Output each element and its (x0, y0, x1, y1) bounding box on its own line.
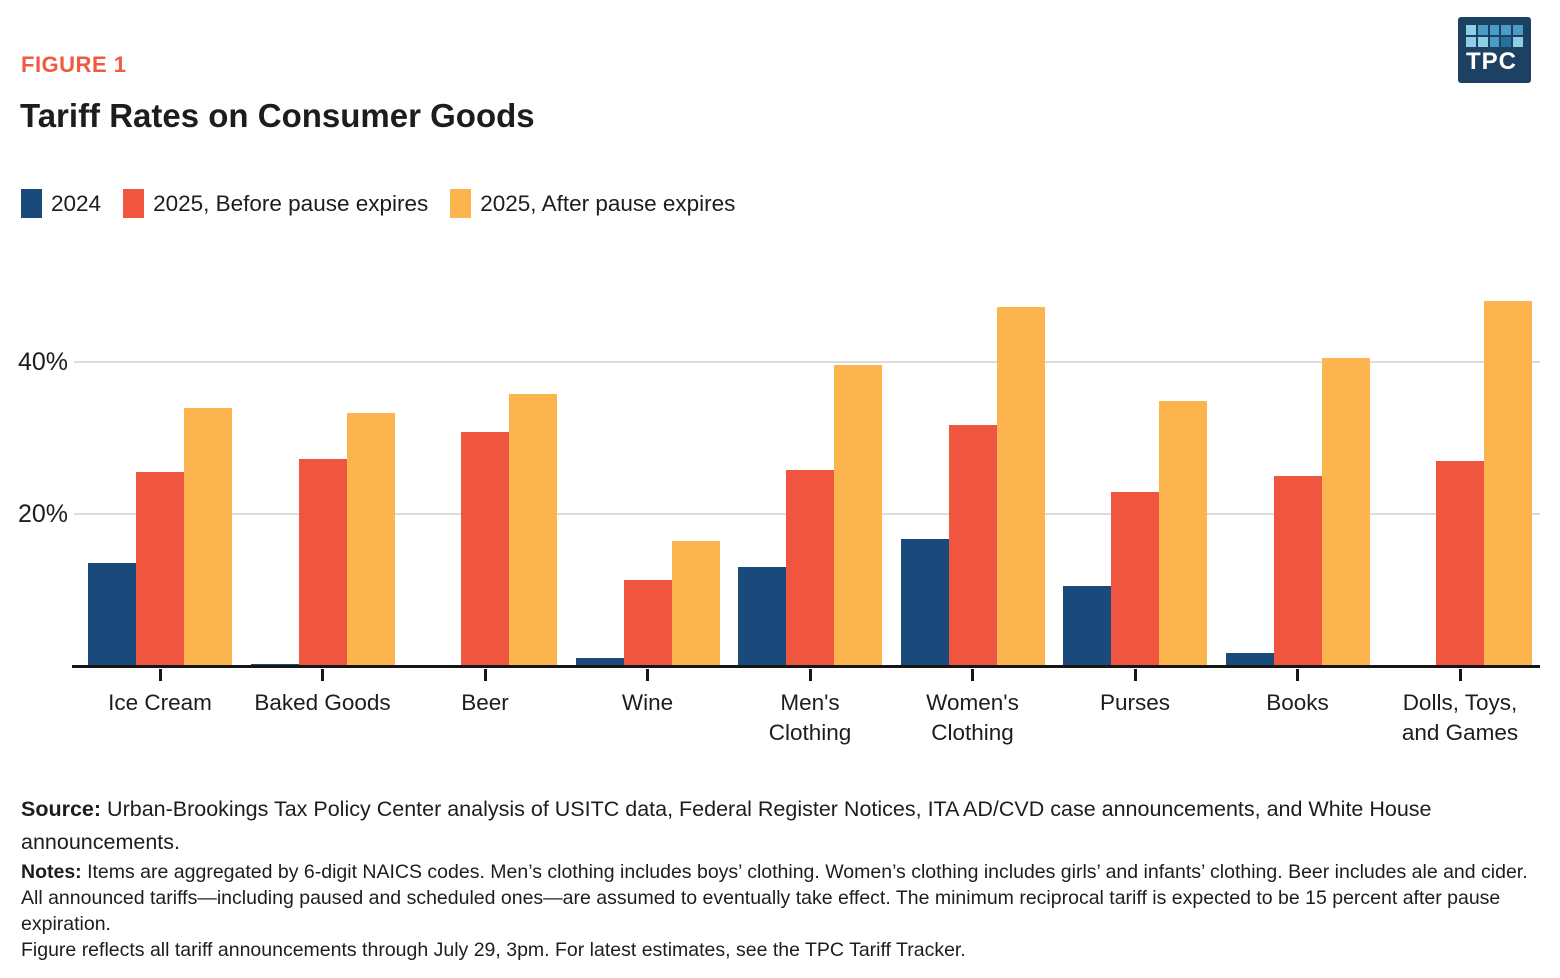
x-axis-label-dolls-toys-and-games: Dolls, Toys, and Games (1370, 688, 1550, 748)
y-axis-label-40: 40% (17, 348, 68, 376)
figure-note: Figure reflects all tariff announcements… (21, 939, 966, 961)
bar-baked-goods-2025-after-pause-expires (346, 412, 395, 666)
x-axis-label-line: Men's (780, 690, 840, 715)
legend-label-2025-before: 2025, Before pause expires (153, 190, 429, 216)
bar-dolls-toys-and-games-2025-after-pause-expires (1484, 301, 1532, 666)
x-tick-beer (483, 669, 487, 681)
x-tick-wine (646, 669, 649, 681)
bar-purses-2025-before-pause-expires (1111, 491, 1159, 666)
tpc-logo-square (1513, 37, 1523, 47)
bar-purses-2025-after-pause-expires (1159, 400, 1207, 666)
x-axis-label-line: Clothing (931, 720, 1014, 745)
legend-swatch-2024 (21, 189, 42, 218)
x-tick-men-s-clothing (808, 669, 812, 681)
gridline-40 (74, 361, 1540, 363)
legend-item-2025-after: 2025, After pause expires (450, 189, 735, 218)
notes-body: Items are aggregated by 6-digit NAICS co… (21, 861, 1528, 935)
source-text: Urban-Brookings Tax Policy Center analys… (21, 797, 1432, 854)
chart-legend: 2024 2025, Before pause expires 2025, Af… (21, 189, 735, 218)
legend-item-2025-before: 2025, Before pause expires (123, 189, 428, 218)
bar-wine-2025-after-pause-expires (671, 541, 720, 666)
tpc-logo-square (1501, 25, 1512, 35)
x-axis-label-women-s-clothing: Women's Clothing (883, 688, 1063, 748)
tpc-logo: TPC (1458, 17, 1531, 83)
bar-baked-goods-2025-before-pause-expires (298, 458, 347, 666)
plot-area: 20% 40% Ice Cream Baked Goods Beer Wine Men's C… (0, 270, 1560, 760)
source-note: Source: Urban-Brookings Tax Policy Cente… (21, 793, 1541, 859)
bar-ice-cream-2024 (88, 563, 136, 666)
notes-label: Notes: (21, 861, 82, 883)
x-tick-baked-goods (321, 669, 324, 681)
x-tick-books (1296, 669, 1299, 681)
x-tick-women-s-clothing (971, 669, 974, 681)
x-axis-label-line: Purses (1099, 690, 1171, 715)
x-axis-label-wine: Wine (558, 688, 738, 718)
x-axis-label-beer: Beer (395, 688, 575, 718)
x-axis-label-baked-goods: Baked Goods (233, 688, 413, 718)
page-title: Tariff Rates on Consumer Goods (20, 97, 535, 134)
bar-ice-cream-2025-before-pause-expires (136, 472, 184, 666)
y-axis-label-20: 20% (17, 500, 68, 528)
bar-women-s-clothing-2025-before-pause-expires (948, 425, 997, 666)
x-axis-label-books: Books (1208, 688, 1388, 718)
notes-text: Notes: Items are aggregated by 6-digit N… (21, 859, 1537, 937)
tpc-logo-square (1477, 37, 1488, 47)
x-axis-label-line: Books (1266, 690, 1329, 715)
x-axis-label-line: Ice Cream (108, 690, 212, 715)
bar-ice-cream-2025-after-pause-expires (184, 407, 232, 666)
x-axis-label-line: Clothing (768, 720, 852, 745)
legend-swatch-2025-before (123, 189, 145, 218)
bar-beer-2025-before-pause-expires (461, 431, 509, 666)
legend-swatch-2025-after (450, 189, 472, 218)
x-axis-label-ice-cream: Ice Cream (70, 688, 250, 718)
tpc-logo-square (1513, 25, 1523, 35)
bar-men-s-clothing-2025-after-pause-expires (834, 365, 882, 666)
x-axis-label-line: Dolls, Toys, (1402, 690, 1518, 715)
bar-men-s-clothing-2025-before-pause-expires (786, 469, 834, 666)
bar-books-2025-before-pause-expires (1273, 476, 1322, 666)
x-axis-label-line: Beer (461, 690, 509, 715)
bar-wine-2024 (575, 658, 624, 666)
x-axis-label-line: Baked Goods (254, 690, 391, 715)
bar-dolls-toys-and-games-2025-before-pause-expires (1436, 460, 1484, 666)
source-label: Source: (21, 797, 102, 821)
x-axis-label-men-s-clothing: Men's Clothing (720, 688, 900, 748)
bar-baked-goods-2024 (250, 663, 299, 666)
x-tick-purses (1133, 669, 1137, 681)
x-axis-label-line: and Games (1401, 720, 1519, 745)
x-axis-label-line: Wine (621, 690, 674, 715)
tpc-logo-square (1489, 37, 1500, 47)
x-axis-label-purses: Purses (1045, 688, 1225, 718)
bar-purses-2024 (1063, 586, 1111, 666)
x-axis-line (72, 665, 1540, 668)
tpc-logo-square (1489, 25, 1500, 35)
tpc-logo-square (1466, 25, 1476, 35)
x-axis-label-line: Women's (926, 690, 1019, 715)
bar-women-s-clothing-2025-after-pause-expires (996, 306, 1045, 666)
figure-label: FIGURE 1 (21, 52, 127, 77)
bar-beer-2025-after-pause-expires (509, 393, 557, 666)
tpc-logo-grid-icon (1466, 25, 1523, 47)
legend-item-2024: 2024 (21, 189, 101, 218)
legend-label-2024: 2024 (51, 190, 102, 216)
bar-books-2025-after-pause-expires (1321, 358, 1370, 666)
x-tick-dolls-toys-and-games (1458, 669, 1462, 681)
tpc-logo-square (1501, 37, 1512, 47)
bar-wine-2025-before-pause-expires (623, 580, 672, 666)
bar-books-2024 (1225, 653, 1274, 666)
bar-chart: 20% 40% Ice Cream Baked Goods Beer Wine Men's C… (0, 270, 1560, 760)
tpc-logo-text: TPC (1466, 48, 1517, 75)
tpc-logo-square (1477, 25, 1488, 35)
bar-men-s-clothing-2024 (738, 567, 786, 666)
tpc-logo-square (1466, 37, 1476, 47)
bar-women-s-clothing-2024 (900, 539, 949, 666)
legend-label-2025-after: 2025, After pause expires (480, 190, 736, 216)
x-tick-ice-cream (158, 669, 162, 681)
